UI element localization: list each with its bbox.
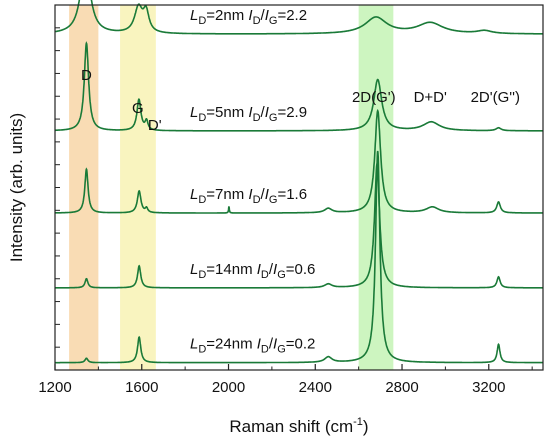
x-tick-label: 2800 — [385, 379, 418, 396]
series-line-0 — [54, 0, 543, 35]
peak-label-3: 2D(G') — [352, 89, 396, 106]
x-ticks: 1200 1600 2000 2400 2800 3200 — [38, 4, 533, 396]
x-axis-title-close: ) — [363, 417, 369, 436]
x-axis-title: Raman shift (cm-1) — [229, 416, 368, 436]
series-line-2 — [54, 108, 543, 214]
peak-label-2: D' — [148, 117, 162, 134]
highlight-bands — [69, 5, 394, 370]
x-tick-label: 1200 — [38, 379, 71, 396]
series-annotations: LD=2nm ID/IG=2.2 LD=5nm ID/IG=2.9 LD=7nm I… — [190, 7, 315, 356]
x-tick-label: 3200 — [472, 379, 505, 396]
peak-labels: D GD' 2D(G') D+D' 2D'(G'') — [81, 67, 520, 134]
series-annotation-2: LD=7nm ID/IG=1.6 — [190, 186, 307, 206]
series-line-1 — [55, 41, 543, 132]
x-tick-label: 2400 — [299, 379, 332, 396]
highlight-band-0 — [69, 5, 99, 370]
series-annotation-4: LD=24nm ID/IG=0.2 — [190, 336, 315, 356]
peak-label-0: D — [81, 67, 92, 84]
peak-label-5: 2D'(G'') — [471, 89, 520, 106]
y-axis-title: Intensity (arb. units) — [7, 113, 26, 262]
peak-label-4: D+D' — [414, 89, 447, 106]
x-axis-title-sup: -1 — [353, 416, 363, 428]
series-line-4 — [55, 150, 543, 364]
series-annotation-1: LD=5nm ID/IG=2.9 — [190, 104, 307, 124]
peak-label-1: G — [132, 100, 144, 117]
spectra — [54, 0, 543, 364]
highlight-band-1 — [120, 5, 156, 370]
series-annotation-0: LD=2nm ID/IG=2.2 — [190, 7, 307, 27]
x-tick-label: 1600 — [125, 379, 158, 396]
x-axis-title-main: Raman shift (cm — [229, 417, 353, 436]
x-tick-label: 2000 — [212, 379, 245, 396]
series-line-3 — [55, 160, 543, 289]
series-annotation-3: LD=14nm ID/IG=0.6 — [190, 261, 315, 281]
